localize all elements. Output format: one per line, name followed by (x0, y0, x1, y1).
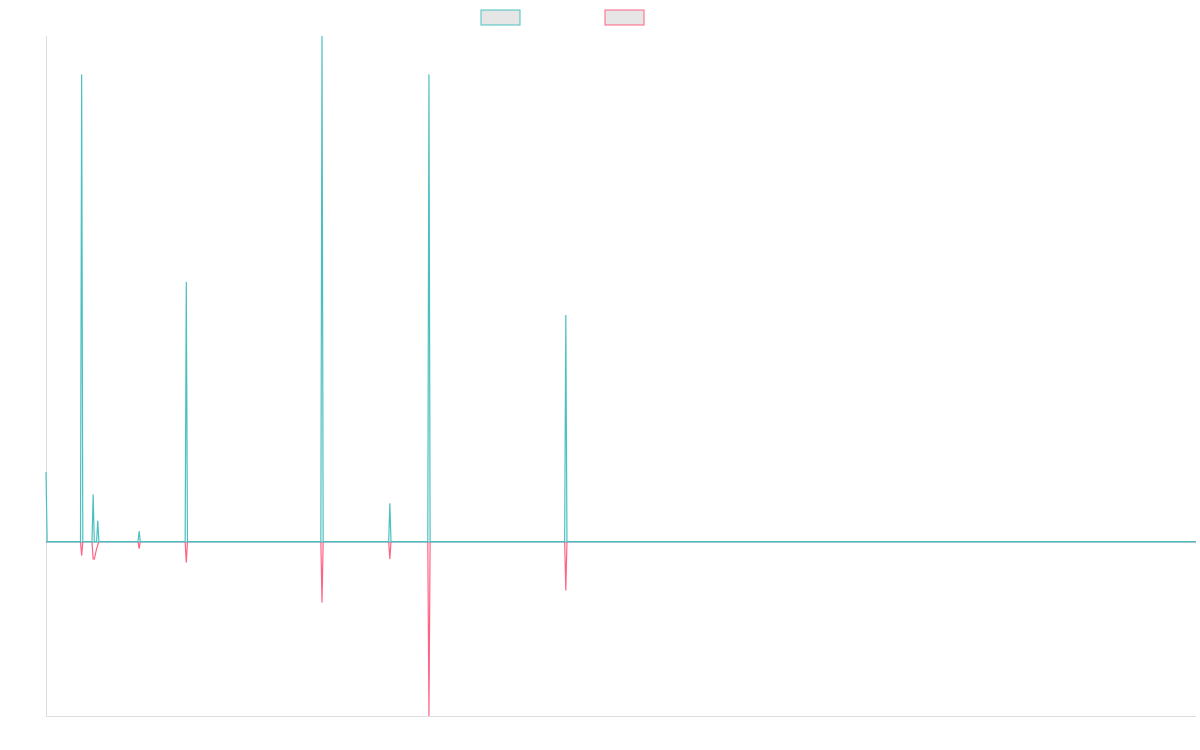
series-line-2 (46, 541, 1196, 717)
legend-swatch-1[interactable] (480, 9, 521, 26)
legend-swatch-2[interactable] (604, 9, 645, 26)
series-line-1 (45, 35, 1196, 543)
legend (480, 9, 645, 26)
series-layer (45, 35, 1196, 717)
